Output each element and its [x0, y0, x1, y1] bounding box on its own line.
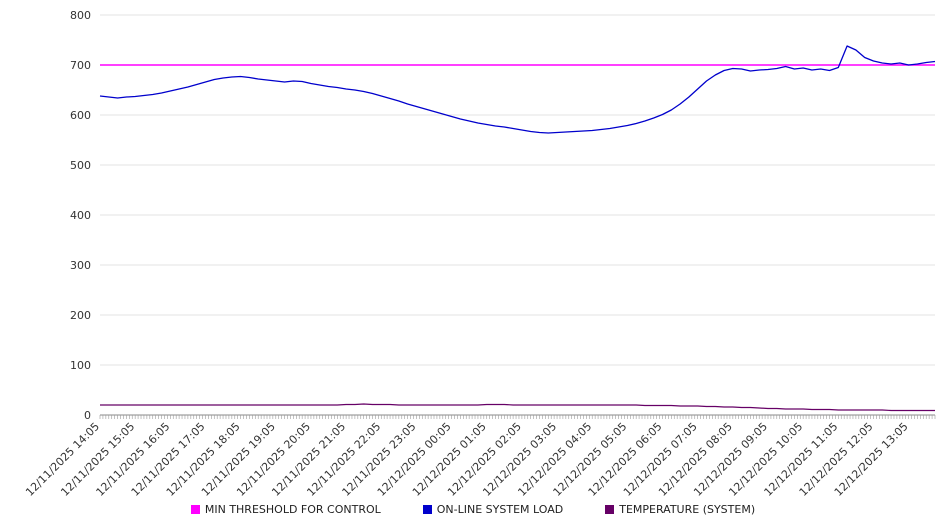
y-tick-label: 300: [70, 259, 91, 272]
y-tick-label: 700: [70, 59, 91, 72]
y-tick-label: 500: [70, 159, 91, 172]
y-tick-label: 800: [70, 9, 91, 22]
legend-label: MIN THRESHOLD FOR CONTROL: [204, 502, 381, 516]
legend-item-online-system-load: ON-LINE SYSTEM LOAD: [422, 502, 564, 516]
legend-item-min-threshold: MIN THRESHOLD FOR CONTROL: [190, 502, 381, 516]
chart-legend: MIN THRESHOLD FOR CONTROL ON-LINE SYSTEM…: [0, 496, 946, 522]
legend-swatch-temperature-system: [605, 504, 615, 514]
y-tick-label: 600: [70, 109, 91, 122]
y-tick-label: 400: [70, 209, 91, 222]
y-tick-label: 0: [84, 409, 91, 422]
legend-swatch-min-threshold: [190, 504, 200, 514]
y-tick-label: 200: [70, 309, 91, 322]
legend-swatch-online-system-load: [422, 504, 432, 514]
legend-label: ON-LINE SYSTEM LOAD: [436, 502, 564, 516]
legend-label: TEMPERATURE (SYSTEM): [619, 502, 756, 516]
y-tick-label: 100: [70, 359, 91, 372]
legend-item-temperature-system: TEMPERATURE (SYSTEM): [605, 503, 755, 516]
series-on-line-system-load: [99, 45, 936, 134]
series-temperature-system-: [100, 403, 935, 412]
